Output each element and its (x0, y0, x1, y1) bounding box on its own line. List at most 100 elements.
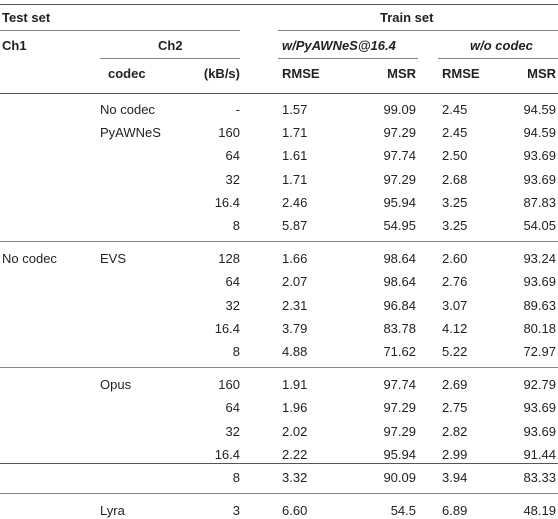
results-table: Test set Train set Ch1 Ch2 w/PyAWNeS@16.… (0, 4, 558, 518)
cell-rmse-a: 1.57 (282, 102, 308, 117)
cell-kbs: 32 (225, 423, 240, 439)
ch2-rule (100, 58, 240, 59)
cell-kbs: 32 (225, 171, 240, 187)
cell-kbs: - (235, 102, 240, 117)
cell-msr-a: 98.64 (383, 274, 416, 290)
cell-rmse-b: 2.76 (442, 274, 468, 290)
cell-msr-b: 48.19 (523, 503, 556, 519)
header-rmse-b: RMSE (442, 66, 480, 81)
header-codec: codec (108, 66, 146, 81)
train-b-rule (438, 58, 558, 59)
header-msr-a: MSR (387, 66, 416, 81)
cell-kbs: 160 (218, 125, 240, 141)
cell-rmse-b: 2.68 (442, 171, 468, 187)
cell-msr-b: 93.24 (523, 251, 556, 267)
header-train-pyawnes: w/PyAWNeS@16.4 (282, 38, 396, 53)
cell-rmse-a: 1.71 (282, 171, 308, 187)
train-set-rule (278, 30, 558, 31)
cell-msr-a: 83.78 (383, 320, 416, 336)
cell-msr-a: 71.62 (383, 344, 416, 359)
cell-rmse-a: 1.71 (282, 125, 308, 141)
group-separator (0, 367, 558, 369)
cell-msr-a: 97.29 (383, 125, 416, 141)
cell-msr-b: 94.59 (523, 102, 556, 117)
cell-kbs: 64 (225, 274, 240, 290)
cell-rmse-a: 1.61 (282, 148, 308, 164)
cell-msr-a: 96.84 (383, 297, 416, 313)
cell-msr-a: 97.29 (383, 171, 416, 187)
cell-msr-a: 54.5 (390, 503, 416, 519)
cell-msr-b: 54.05 (523, 218, 556, 233)
bottom-rule (0, 463, 558, 464)
cell-kbs: 16.4 (214, 446, 240, 462)
cell-rmse-b: 3.25 (442, 194, 468, 210)
header-bottom-rule (0, 93, 558, 94)
header-ch2: Ch2 (158, 38, 183, 53)
cell-rmse-a: 1.91 (282, 377, 308, 393)
cell-kbs: 8 (232, 218, 240, 233)
cell-rmse-a: 3.32 (282, 470, 308, 485)
cell-msr-a: 90.09 (383, 470, 416, 485)
cell-kbs: 128 (218, 251, 240, 267)
cell-codec: Opus (100, 377, 132, 393)
cell-rmse-a: 3.79 (282, 320, 308, 336)
cell-rmse-a: 6.60 (282, 503, 308, 519)
cell-msr-a: 98.64 (383, 251, 416, 267)
cell-msr-b: 94.59 (523, 125, 556, 141)
cell-rmse-a: 1.96 (282, 400, 308, 416)
train-a-rule (278, 58, 418, 59)
cell-codec: No codec (100, 102, 155, 117)
cell-kbs: 3 (232, 503, 240, 519)
cell-kbs: 32 (225, 297, 240, 313)
cell-msr-a: 95.94 (383, 446, 416, 462)
cell-msr-b: 92.79 (523, 377, 556, 393)
cell-msr-b: 93.69 (523, 400, 556, 416)
cell-kbs: 16.4 (214, 194, 240, 210)
cell-msr-a: 95.94 (383, 194, 416, 210)
cell-msr-b: 87.83 (523, 194, 556, 210)
cell-rmse-a: 4.88 (282, 344, 308, 359)
cell-rmse-b: 5.22 (442, 344, 468, 359)
cell-rmse-a: 5.87 (282, 218, 308, 233)
cell-msr-b: 93.69 (523, 274, 556, 290)
cell-ch1: No codec (2, 251, 57, 267)
group-separator (0, 241, 558, 243)
header-rmse-a: RMSE (282, 66, 320, 81)
test-set-rule (0, 30, 240, 31)
cell-rmse-b: 2.60 (442, 251, 468, 267)
cell-rmse-b: 4.12 (442, 320, 468, 336)
cell-codec: Lyra (100, 503, 125, 519)
cell-rmse-b: 2.82 (442, 423, 468, 439)
cell-msr-b: 91.44 (523, 446, 556, 462)
header-msr-b: MSR (527, 66, 556, 81)
cell-msr-b: 89.63 (523, 297, 556, 313)
cell-codec: PyAWNeS (100, 125, 161, 141)
group-separator (0, 493, 558, 495)
header-ch1: Ch1 (2, 38, 27, 53)
cell-rmse-b: 2.45 (442, 125, 468, 141)
cell-rmse-b: 2.75 (442, 400, 468, 416)
cell-rmse-b: 2.45 (442, 102, 468, 117)
cell-msr-b: 93.69 (523, 423, 556, 439)
cell-kbs: 64 (225, 400, 240, 416)
cell-rmse-a: 2.46 (282, 194, 308, 210)
header-train-set: Train set (380, 10, 434, 25)
header-kbs: (kB/s) (203, 66, 240, 81)
header-train-no-codec: w/o codec (470, 38, 533, 53)
cell-rmse-b: 2.99 (442, 446, 468, 462)
cell-rmse-b: 2.50 (442, 148, 468, 164)
cell-kbs: 8 (232, 470, 240, 485)
top-rule (0, 4, 558, 5)
cell-rmse-a: 2.07 (282, 274, 308, 290)
cell-msr-b: 72.97 (523, 344, 556, 359)
cell-rmse-b: 3.25 (442, 218, 468, 233)
cell-msr-a: 97.74 (383, 148, 416, 164)
cell-rmse-a: 2.31 (282, 297, 308, 313)
cell-kbs: 160 (218, 377, 240, 393)
cell-msr-a: 97.29 (383, 423, 416, 439)
cell-kbs: 16.4 (214, 320, 240, 336)
cell-rmse-b: 6.89 (442, 503, 468, 519)
cell-codec: EVS (100, 251, 127, 267)
cell-msr-a: 99.09 (383, 102, 416, 117)
cell-msr-a: 97.74 (383, 377, 416, 393)
